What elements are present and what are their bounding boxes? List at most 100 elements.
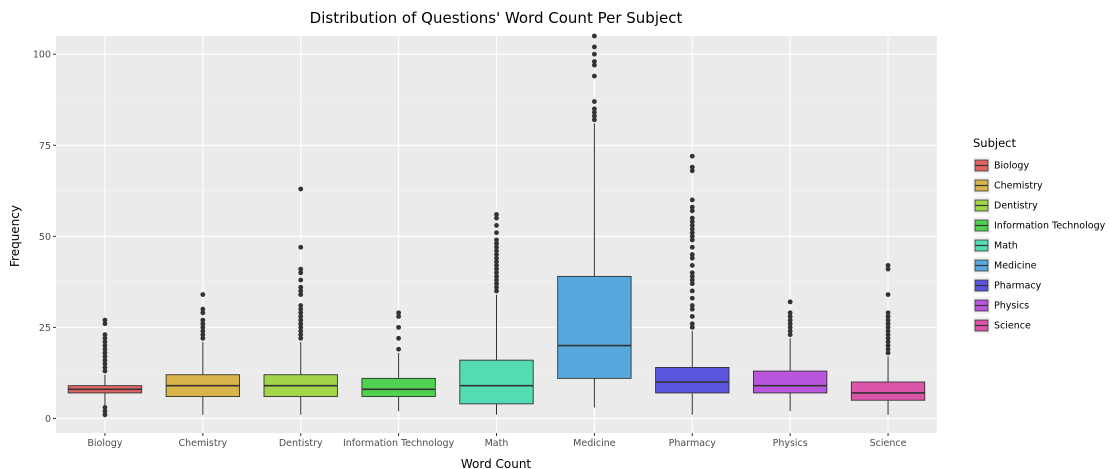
outlier-point bbox=[591, 117, 597, 123]
outlier-point bbox=[494, 277, 499, 283]
box-medicine bbox=[557, 33, 632, 408]
x-tick-label-physics: Physics bbox=[773, 438, 808, 449]
outlier-point bbox=[787, 317, 793, 323]
outlier-point bbox=[591, 51, 597, 57]
outlier-point bbox=[494, 241, 499, 247]
outlier-point bbox=[200, 324, 206, 330]
outlier-point bbox=[689, 197, 695, 203]
legend-label: Pharmacy bbox=[994, 281, 1042, 292]
outlier-point bbox=[689, 314, 695, 319]
outlier-point bbox=[885, 350, 891, 356]
legend-item-science: Science bbox=[973, 317, 1031, 334]
outlier-point bbox=[200, 310, 206, 316]
x-axis-title: Word Count bbox=[461, 457, 532, 469]
outlier-point bbox=[591, 73, 597, 79]
outlier-point bbox=[102, 412, 108, 418]
outlier-point bbox=[885, 266, 891, 272]
outlier-point bbox=[102, 350, 108, 356]
outlier-point bbox=[591, 113, 597, 119]
y-tick-label: 75 bbox=[39, 141, 51, 152]
outlier-point bbox=[396, 310, 402, 316]
outlier-point bbox=[689, 295, 695, 301]
outlier-point bbox=[298, 303, 304, 308]
outlier-point bbox=[298, 266, 304, 272]
outlier-point bbox=[494, 248, 499, 254]
outlier-point bbox=[494, 255, 499, 261]
outlier-point bbox=[689, 324, 695, 330]
outlier-point bbox=[298, 306, 304, 312]
x-tick-label-biology: Biology bbox=[87, 438, 122, 449]
outlier-point bbox=[494, 266, 499, 272]
box-physics bbox=[753, 299, 828, 412]
outlier-point bbox=[591, 110, 597, 115]
outlier-point bbox=[689, 215, 695, 221]
outlier-point bbox=[885, 292, 891, 297]
outlier-point bbox=[298, 335, 304, 341]
outlier-point bbox=[102, 317, 108, 323]
outlier-point bbox=[298, 332, 304, 338]
legend: Subject Biology Chemistry Dentistry Informa… bbox=[973, 136, 1106, 334]
legend-item-medicine: Medicine bbox=[973, 257, 1037, 274]
legend-item-chemistry: Chemistry bbox=[973, 177, 1043, 194]
outlier-point bbox=[298, 324, 304, 330]
outlier-point bbox=[494, 284, 499, 290]
legend-item-information-technology: Information Technology bbox=[973, 217, 1106, 234]
box-iqr bbox=[361, 377, 436, 398]
box-pharmacy bbox=[655, 153, 730, 415]
legend-label: Dentistry bbox=[994, 201, 1038, 212]
outlier-point bbox=[494, 215, 499, 221]
box-iqr bbox=[850, 381, 926, 401]
legend-item-dentistry: Dentistry bbox=[973, 197, 1038, 214]
legend-label: Chemistry bbox=[994, 181, 1043, 192]
outlier-point bbox=[494, 237, 499, 243]
outlier-point bbox=[102, 368, 108, 374]
y-axis-title: Frequency bbox=[8, 205, 22, 267]
outlier-point bbox=[200, 335, 206, 341]
outlier-point bbox=[689, 226, 695, 232]
outlier-point bbox=[787, 332, 793, 338]
outlier-point bbox=[298, 321, 304, 327]
legend-item-math: Math bbox=[973, 237, 1018, 254]
outlier-point bbox=[396, 314, 402, 319]
outlier-point bbox=[689, 281, 695, 287]
legend-label: Physics bbox=[994, 301, 1029, 312]
box-math bbox=[459, 212, 534, 415]
x-tick-label-math: Math bbox=[485, 438, 509, 449]
outlier-point bbox=[689, 263, 695, 268]
outlier-point bbox=[885, 310, 891, 316]
outlier-point bbox=[200, 292, 206, 297]
outlier-point bbox=[200, 328, 206, 334]
legend-label: Biology bbox=[994, 161, 1029, 172]
y-tick-label: 25 bbox=[39, 323, 51, 334]
outlier-point bbox=[494, 222, 499, 228]
outlier-point bbox=[885, 317, 891, 323]
outlier-point bbox=[102, 346, 108, 352]
outlier-point bbox=[591, 99, 597, 104]
outlier-point bbox=[102, 357, 108, 363]
outlier-point bbox=[885, 343, 891, 348]
outlier-point bbox=[396, 346, 402, 352]
box-biology bbox=[67, 317, 143, 418]
outlier-point bbox=[200, 317, 206, 323]
outlier-point bbox=[494, 288, 499, 294]
box-iqr bbox=[557, 275, 632, 379]
outlier-point bbox=[102, 332, 108, 338]
outlier-point bbox=[787, 314, 793, 319]
outlier-point bbox=[885, 314, 891, 319]
outlier-point bbox=[885, 335, 891, 341]
boxes bbox=[67, 33, 926, 418]
outlier-point bbox=[396, 324, 402, 330]
outlier-point bbox=[298, 310, 304, 316]
legend-item-biology: Biology bbox=[973, 157, 1029, 174]
outlier-point bbox=[689, 233, 695, 239]
outlier-point bbox=[298, 292, 304, 297]
outlier-point bbox=[787, 310, 793, 316]
outlier-point bbox=[200, 332, 206, 338]
outlier-point bbox=[102, 408, 108, 414]
outlier-point bbox=[102, 361, 108, 367]
legend-title: Subject bbox=[973, 136, 1016, 150]
outlier-point bbox=[591, 62, 597, 68]
outlier-point bbox=[591, 106, 597, 112]
x-tick-label-information-technology: Information Technology bbox=[343, 438, 455, 449]
